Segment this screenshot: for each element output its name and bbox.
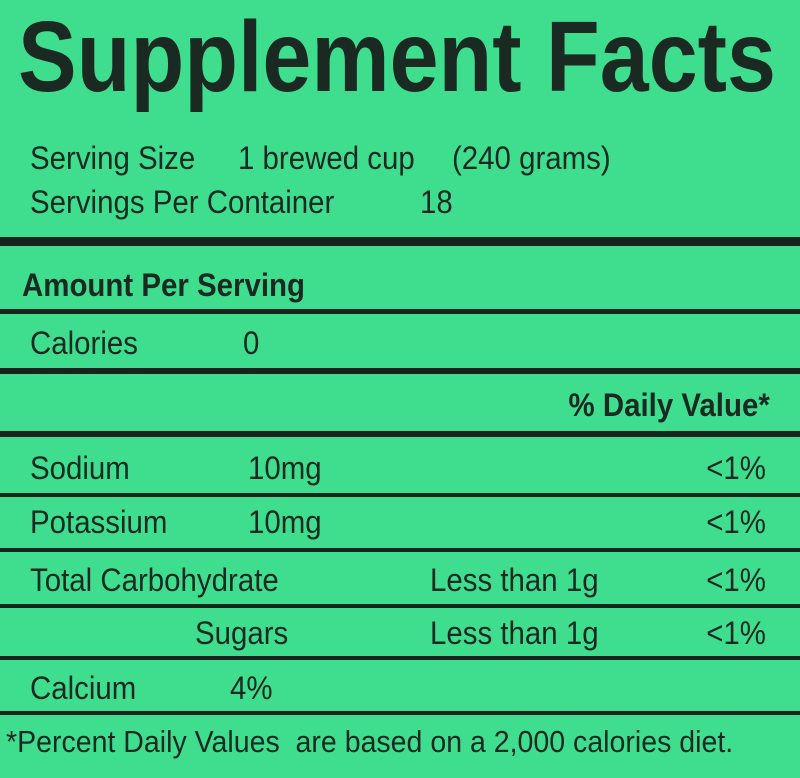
nutrient-daily-value: <1% <box>706 615 766 651</box>
divider <box>0 493 800 497</box>
calories-value: 0 <box>243 325 260 361</box>
servings-per-container-value: 18 <box>420 184 453 220</box>
daily-value-header: % Daily Value* <box>568 387 770 423</box>
divider <box>0 604 800 608</box>
amount-per-serving: Amount Per Serving <box>22 267 306 303</box>
divider <box>0 548 800 552</box>
footnote: *Percent Daily Values are based on a 2,0… <box>6 724 734 759</box>
divider <box>0 368 800 374</box>
divider <box>0 431 800 437</box>
servings-per-container-label: Servings Per Container <box>30 184 335 220</box>
serving-size-label: Serving Size <box>30 140 196 176</box>
nutrient-daily-value: <1% <box>706 504 766 540</box>
nutrient-qualifier: Less than 1g <box>430 562 599 598</box>
divider <box>0 656 800 660</box>
divider <box>0 711 800 715</box>
nutrient-name: Sugars <box>195 615 289 651</box>
nutrient-daily-value: <1% <box>706 562 766 598</box>
divider <box>0 309 800 314</box>
nutrient-qualifier: Less than 1g <box>430 615 599 651</box>
nutrient-daily-value: <1% <box>706 450 766 486</box>
nutrient-amount: 4% <box>230 670 273 706</box>
serving-size-amount: 1 brewed cup <box>238 140 415 176</box>
title: Supplement Facts <box>18 1 776 113</box>
calories-label: Calories <box>30 325 138 361</box>
nutrient-name: Sodium <box>30 450 130 486</box>
nutrient-amount: 10mg <box>248 450 322 486</box>
nutrient-name: Potassium <box>30 504 168 540</box>
serving-size-weight: (240 grams) <box>452 140 611 176</box>
nutrient-name: Calcium <box>30 670 137 706</box>
nutrient-amount: 10mg <box>248 504 322 540</box>
divider <box>0 237 800 246</box>
nutrient-name: Total Carbohydrate <box>30 562 279 598</box>
